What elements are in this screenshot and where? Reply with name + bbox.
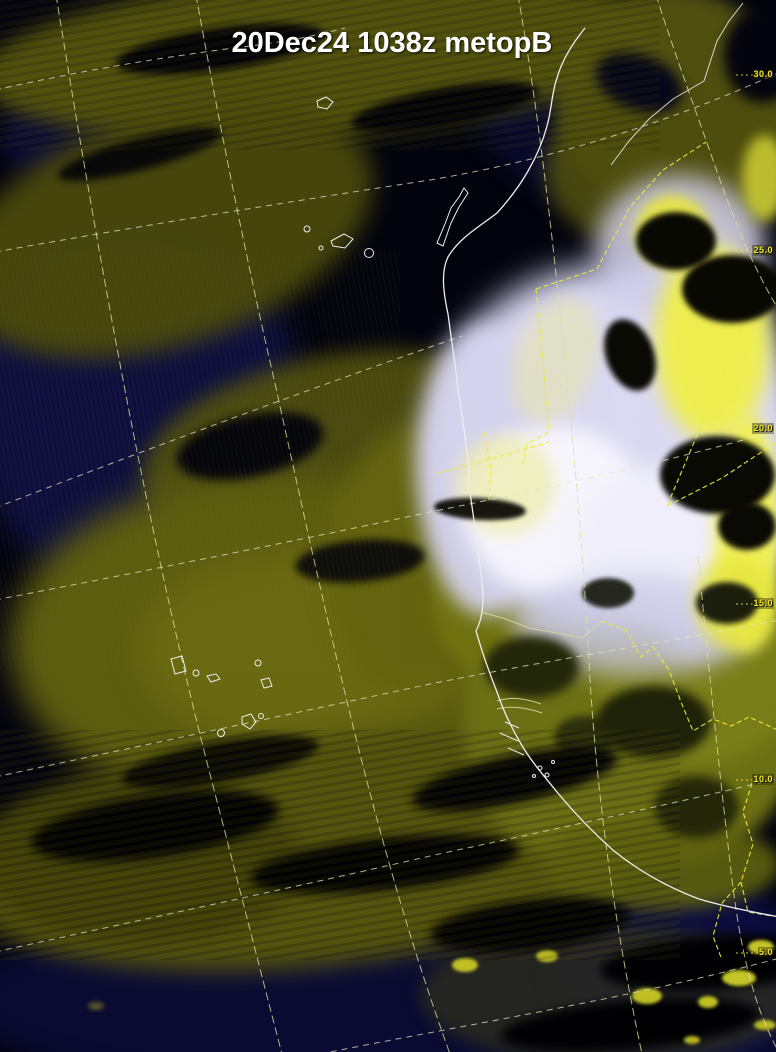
speckle-texture-ocean: [0, 250, 400, 670]
graticule-parallel: [0, 620, 776, 777]
latitude-label: 15.0: [752, 598, 774, 609]
capeverde-sal: [254, 659, 262, 667]
capeverde-sao-vicente: [192, 669, 200, 677]
graticule-meridians: [56, 0, 776, 1052]
bijagos-island: [532, 774, 536, 778]
cumulus-speck: [754, 1020, 776, 1030]
coastline-bissau-estuaries: [499, 721, 525, 756]
canary-fuerteventura-lanzarote: [436, 187, 469, 247]
border-wsahara-algeria: [535, 141, 707, 290]
senegal-river: [480, 611, 603, 639]
latitude-label: 5.0: [757, 947, 774, 958]
rivers: [480, 2, 744, 714]
border-wsahara-mauritania: [437, 441, 550, 474]
capeverde-santo-antao: [170, 655, 187, 675]
cumulus-speck: [684, 1036, 700, 1044]
cumulus-speck: [722, 970, 756, 986]
latitude-label: 10.0: [752, 774, 774, 785]
capeverde-santiago: [241, 713, 257, 730]
moulouya-river-morocco: [610, 2, 744, 166]
border-guinea-sierraleone: [740, 782, 773, 917]
graticule-parallel: [0, 73, 776, 252]
coastline-west-africa: [442, 27, 776, 917]
capeverde-sao-nicolau: [206, 673, 221, 683]
graticule-parallel: [0, 27, 346, 90]
dark-land-patch: [596, 686, 711, 758]
graticule-parallel: [0, 430, 776, 600]
dark-cloud: [696, 582, 758, 624]
dark-land-patch: [654, 776, 739, 838]
graticule-parallel: [0, 335, 463, 507]
bijagos-island: [551, 760, 555, 764]
madeira-island: [316, 96, 334, 110]
canary-la-palma: [303, 225, 311, 233]
gambia-river: [496, 706, 543, 714]
graticule-parallel: [327, 958, 776, 1052]
graticule-meridian: [697, 555, 776, 1048]
graticule-meridian: [657, 0, 776, 307]
dark-cloud: [660, 436, 775, 514]
latitude-label-leaders: [718, 74, 776, 954]
graticule-parallel: [0, 778, 776, 952]
political-borders: [437, 141, 776, 961]
streak-texture-bottom: [0, 730, 680, 960]
gambia-river: [496, 697, 542, 705]
dark-cloud: [682, 255, 776, 323]
coastlines: [442, 27, 776, 917]
capeverde-boa-vista: [260, 677, 273, 689]
cumulus-speck: [88, 1002, 104, 1010]
bijagos-island: [544, 772, 550, 778]
graticule-meridian: [518, 0, 643, 1052]
cumulus-speck: [632, 988, 662, 1004]
cumulus-speck: [698, 996, 718, 1008]
latitude-label: 20.0: [752, 423, 774, 434]
capeverde-maio: [258, 713, 264, 719]
latitude-label: 25.0: [752, 245, 774, 256]
image-title-overlay: 20Dec24 1038z metopB: [231, 27, 553, 59]
latitude-label: 30.0: [752, 69, 774, 80]
border-mauritania-mali-east: [666, 441, 776, 507]
dark-land-patch: [484, 636, 579, 698]
border-senegal-mali-guinea: [600, 620, 776, 732]
border-wsahara-mauritania-north: [483, 431, 492, 501]
capeverde-fogo: [217, 729, 225, 737]
canary-tenerife: [330, 233, 354, 249]
canary-gran-canaria: [364, 248, 374, 258]
cumulus-speck: [748, 940, 774, 954]
streak-texture-top: [0, 0, 660, 150]
canary-el-hierro: [318, 245, 324, 251]
graticule-parallels: [0, 27, 776, 1052]
land-guinea: [540, 820, 776, 910]
islands: [170, 96, 555, 778]
border-guinea-inland: [712, 881, 742, 961]
cumulus-speck: [536, 950, 558, 962]
border-mauritania-mali-west: [666, 330, 742, 507]
dark-cloud: [718, 502, 776, 550]
graticule-meridian: [196, 0, 450, 1052]
cloud-yellow-bright: [742, 135, 776, 220]
bijagos-island: [537, 765, 543, 771]
dark-cloud: [582, 578, 634, 608]
cumulus-speck: [452, 958, 478, 972]
